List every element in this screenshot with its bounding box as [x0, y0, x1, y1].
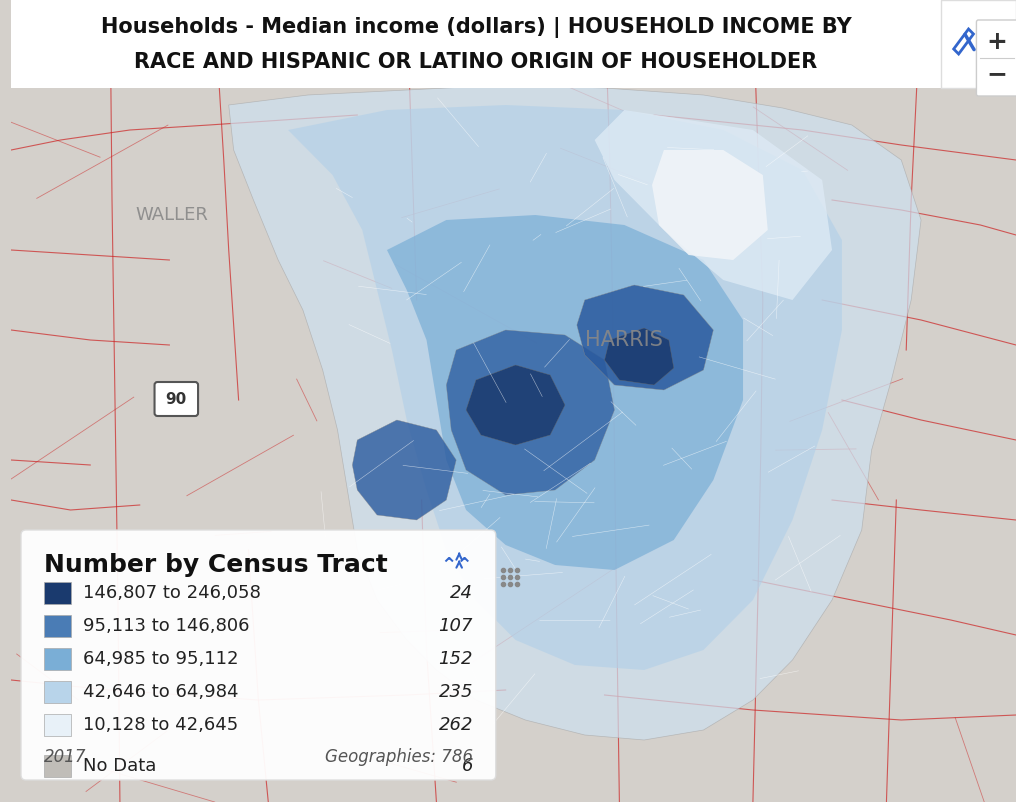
- Polygon shape: [605, 328, 674, 385]
- Text: RACE AND HISPANIC OR LATINO ORIGIN OF HOUSEHOLDER: RACE AND HISPANIC OR LATINO ORIGIN OF HO…: [134, 52, 818, 72]
- Polygon shape: [652, 150, 768, 260]
- Text: −: −: [987, 62, 1008, 86]
- Text: No Data: No Data: [83, 757, 156, 775]
- FancyBboxPatch shape: [21, 530, 496, 780]
- Polygon shape: [289, 105, 842, 670]
- Text: 152: 152: [439, 650, 473, 668]
- Polygon shape: [229, 85, 922, 740]
- Bar: [44, 615, 71, 637]
- FancyBboxPatch shape: [976, 20, 1016, 96]
- Bar: [44, 714, 71, 736]
- Bar: [44, 648, 71, 670]
- Polygon shape: [387, 215, 743, 570]
- Text: 64,985 to 95,112: 64,985 to 95,112: [83, 650, 239, 668]
- Text: 146,807 to 246,058: 146,807 to 246,058: [83, 584, 261, 602]
- Text: ⌃⌃: ⌃⌃: [440, 556, 472, 574]
- Text: +: +: [987, 30, 1008, 54]
- Polygon shape: [353, 420, 456, 520]
- Text: Geographies: 786: Geographies: 786: [325, 748, 473, 766]
- Text: WALLER: WALLER: [135, 206, 208, 224]
- Bar: [44, 582, 71, 604]
- Text: 10,128 to 42,645: 10,128 to 42,645: [83, 716, 239, 734]
- FancyBboxPatch shape: [941, 0, 1016, 88]
- Text: Households - Median income (dollars) | HOUSEHOLD INCOME BY: Households - Median income (dollars) | H…: [101, 18, 851, 38]
- Polygon shape: [446, 330, 615, 495]
- Polygon shape: [466, 365, 565, 445]
- Text: 42,646 to 64,984: 42,646 to 64,984: [83, 683, 239, 701]
- Text: 107: 107: [439, 617, 473, 635]
- Text: 90: 90: [166, 392, 187, 407]
- Bar: [44, 681, 71, 703]
- Text: 2017: 2017: [44, 748, 86, 766]
- Polygon shape: [577, 285, 713, 390]
- Polygon shape: [594, 110, 832, 300]
- FancyBboxPatch shape: [154, 382, 198, 416]
- Text: 95,113 to 146,806: 95,113 to 146,806: [83, 617, 250, 635]
- Text: 262: 262: [439, 716, 473, 734]
- Text: 235: 235: [439, 683, 473, 701]
- Text: 24: 24: [450, 584, 473, 602]
- Bar: [44, 755, 71, 777]
- Text: HARRIS: HARRIS: [585, 330, 663, 350]
- FancyBboxPatch shape: [11, 0, 941, 88]
- Text: Number by Census Tract: Number by Census Tract: [44, 553, 387, 577]
- Text: 6: 6: [461, 757, 473, 775]
